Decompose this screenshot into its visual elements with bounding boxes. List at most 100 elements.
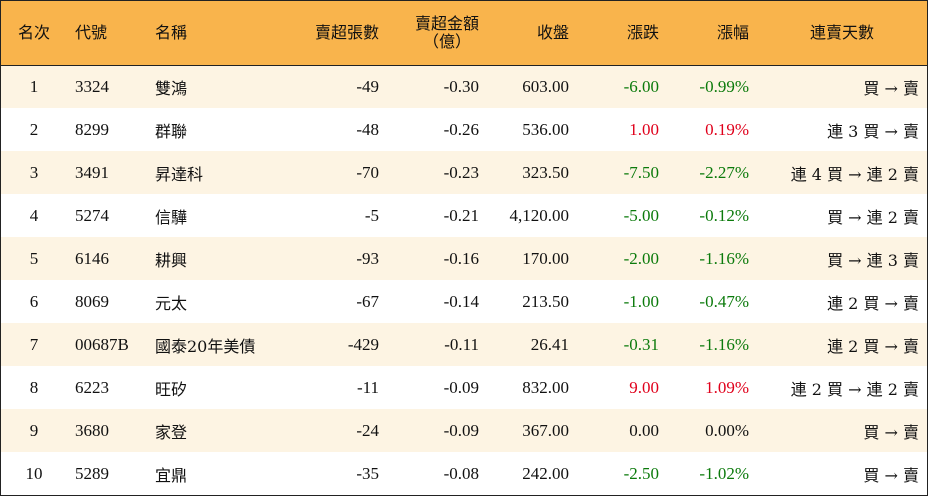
header-change: 漲跌 [626,22,659,42]
table-row: 8 6223 旺矽 -11 -0.09 832.00 9.00 1.09% 連 … [1,366,927,409]
cell-close: 367.00 [522,420,569,440]
cell-sell-amount: -0.08 [443,463,479,483]
cell-sell-amount: -0.26 [443,119,479,139]
cell-name: 昇達科 [155,164,204,184]
cell-sell-lots: -35 [356,463,379,483]
cell-code: 5289 [75,463,109,483]
table-row: 4 5274 信驊 -5 -0.21 4,120.00 -5.00 -0.12%… [1,194,927,237]
cell-rank: 4 [29,205,39,225]
cell-name: 家登 [155,422,188,442]
cell-streak: 連 2 買 → 賣 [827,336,919,356]
cell-sell-amount: -0.30 [443,76,479,96]
cell-streak: 連 2 買 → 賣 [827,293,919,313]
cell-change-pct: 1.09% [705,377,749,397]
cell-change: -2.00 [623,248,659,268]
cell-sell-lots: -24 [356,420,379,440]
cell-sell-amount: -0.16 [443,248,479,268]
cell-sell-lots: -48 [356,119,379,139]
cell-rank: 1 [29,76,39,96]
table-header-row: 名次 代號 名稱 賣超張數 賣超金額 （億） 收盤 漲跌 漲幅 連賣天數 [1,1,927,65]
table-row: 5 6146 耕興 -93 -0.16 170.00 -2.00 -1.16% … [1,237,927,280]
cell-sell-amount: -0.21 [443,205,479,225]
cell-rank: 10 [25,463,43,483]
cell-streak: 買 → 賣 [863,422,919,442]
cell-streak: 買 → 賣 [863,465,919,485]
header-code: 代號 [75,22,108,42]
cell-change: -5.00 [623,205,659,225]
cell-close: 213.50 [522,291,569,311]
cell-name: 旺矽 [155,379,188,399]
cell-change: 9.00 [629,377,659,397]
cell-rank: 3 [29,162,39,182]
cell-change-pct: -1.16% [699,248,749,268]
cell-sell-amount: -0.11 [444,334,479,354]
cell-change: 1.00 [629,119,659,139]
cell-change-pct: -0.99% [699,76,749,96]
cell-code: 8299 [75,119,109,139]
header-close: 收盤 [536,22,569,42]
header-name: 名稱 [155,22,188,42]
cell-rank: 6 [29,291,39,311]
table-row: 3 3491 昇達科 -70 -0.23 323.50 -7.50 -2.27%… [1,151,927,194]
table-body: 1 3324 雙鴻 -49 -0.30 603.00 -6.00 -0.99% … [1,65,927,495]
header-rank: 名次 [17,22,50,42]
cell-close: 323.50 [522,162,569,182]
cell-streak: 買 → 連 3 賣 [827,250,919,270]
cell-sell-amount: -0.09 [443,377,479,397]
cell-code: 3491 [75,162,109,182]
cell-change-pct: -1.02% [699,463,749,483]
table-row: 9 3680 家登 -24 -0.09 367.00 0.00 0.00% 買 … [1,409,927,452]
cell-sell-lots: -5 [364,205,379,225]
cell-close: 242.00 [522,463,569,483]
table-row: 2 8299 群聯 -48 -0.26 536.00 1.00 0.19% 連 … [1,108,927,151]
cell-change-pct: -0.12% [699,205,749,225]
cell-change: -7.50 [623,162,659,182]
cell-code: 8069 [75,291,109,311]
cell-sell-lots: -93 [356,248,379,268]
cell-sell-lots: -49 [356,76,379,96]
cell-rank: 2 [29,119,39,139]
cell-streak: 買 → 賣 [863,78,919,98]
header-sell-amount-line2: （億） [422,31,471,51]
cell-close: 4,120.00 [509,205,570,225]
cell-code: 6146 [75,248,109,268]
cell-close: 832.00 [522,377,569,397]
cell-change: 0.00 [629,420,659,440]
table-row: 10 5289 宜鼎 -35 -0.08 242.00 -2.50 -1.02%… [1,452,927,495]
cell-change-pct: 0.19% [705,119,749,139]
cell-streak: 連 2 買 → 連 2 賣 [790,379,919,399]
header-sell-amount-line1: 賣超金額 [414,13,479,33]
cell-code: 5274 [75,205,109,225]
cell-change: -0.31 [623,334,659,354]
table-row: 1 3324 雙鴻 -49 -0.30 603.00 -6.00 -0.99% … [1,65,927,108]
cell-code: 3680 [75,420,109,440]
cell-change-pct: -0.47% [699,291,749,311]
cell-change: -1.00 [623,291,659,311]
cell-rank: 8 [29,377,39,397]
cell-sell-amount: -0.23 [443,162,479,182]
cell-close: 536.00 [522,119,569,139]
cell-change-pct: -2.27% [699,162,749,182]
cell-name: 群聯 [155,121,188,141]
cell-rank: 9 [29,420,39,440]
cell-code: 3324 [75,76,109,96]
cell-sell-lots: -70 [356,162,379,182]
cell-name: 雙鴻 [155,78,188,98]
cell-streak: 買 → 連 2 賣 [827,207,919,227]
table-row: 6 8069 元太 -67 -0.14 213.50 -1.00 -0.47% … [1,280,927,323]
cell-rank: 5 [29,248,39,268]
cell-change-pct: 0.00% [705,420,749,440]
header-change-pct: 漲幅 [716,22,749,42]
cell-streak: 連 3 買 → 賣 [827,121,919,141]
cell-name: 信驊 [155,207,188,227]
cell-change-pct: -1.16% [699,334,749,354]
cell-change: -6.00 [623,76,659,96]
table-row: 7 00687B 國泰20年美債 -429 -0.11 26.41 -0.31 … [1,323,927,366]
cell-rank: 7 [29,334,39,354]
cell-code: 00687B [75,334,129,354]
cell-name: 元太 [155,293,188,313]
cell-streak: 連 4 買 → 連 2 賣 [790,164,919,184]
cell-close: 603.00 [522,76,569,96]
